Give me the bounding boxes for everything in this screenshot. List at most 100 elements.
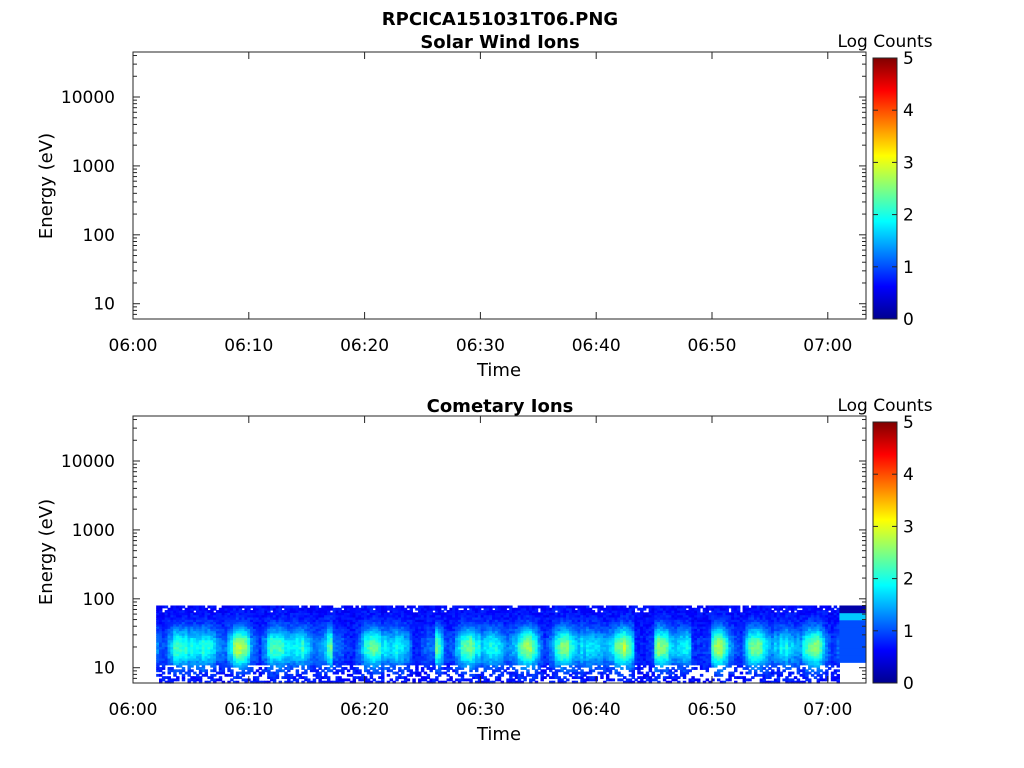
spectrogram-cell: [159, 667, 163, 670]
spectrogram-cell: [233, 612, 237, 616]
spectrogram-cell: [267, 655, 271, 659]
spectrogram-cell: [201, 657, 206, 661]
spectrogram-cell: [318, 619, 322, 623]
spectrogram-cell: [355, 628, 359, 632]
spectrogram-cell: [289, 653, 294, 657]
spectrogram-cell: [284, 623, 288, 627]
spectrogram-cell: [517, 610, 522, 613]
spectrogram-cell: [446, 639, 450, 643]
spectrogram-cell: [506, 616, 510, 620]
spectrogram-cell: [457, 673, 462, 677]
spectrogram-cell: [190, 612, 194, 616]
spectrogram-cell: [503, 630, 507, 634]
spectrogram-cell: [409, 662, 413, 666]
spectrogram-cell: [358, 635, 362, 639]
spectrogram-cell: [324, 676, 328, 680]
spectrogram-cell: [335, 651, 339, 654]
spectrogram-cell: [540, 614, 544, 618]
spectrogram-cell: [497, 614, 502, 618]
spectrogram-cell: [398, 632, 402, 636]
spectrogram-cell: [383, 655, 388, 659]
spectrogram-cell: [483, 651, 487, 654]
spectrogram-cell: [178, 630, 183, 634]
spectrogram-cell: [247, 623, 251, 627]
spectrogram-cell: [583, 641, 587, 645]
spectrogram-cell: [469, 660, 473, 664]
spectrogram-cell: [170, 646, 174, 650]
spectrogram-cell: [543, 623, 547, 627]
spectrogram-cell: [486, 639, 490, 643]
spectrogram-cell: [358, 646, 362, 650]
spectrogram-cell: [463, 605, 468, 609]
spectrogram-cell: [395, 632, 399, 636]
spectrogram-cell: [287, 628, 291, 632]
spectrogram-cell: [184, 610, 189, 613]
spectrogram-cell: [466, 626, 470, 629]
spectrogram-cell: [500, 680, 505, 684]
spectrogram-cell: [549, 632, 553, 636]
spectrogram-cell: [554, 673, 559, 677]
spectrogram-cell: [523, 678, 527, 682]
spectrogram-cell: [480, 653, 485, 657]
spectrogram-cell: [472, 607, 476, 611]
spectrogram-cell: [406, 678, 411, 682]
spectrogram-cell: [537, 662, 542, 666]
spectrogram-cell: [546, 623, 550, 627]
spectrogram-cell: [412, 605, 416, 609]
spectrogram-cell: [426, 619, 431, 623]
spectrogram-cell: [466, 612, 470, 616]
spectrogram-cell: [571, 612, 576, 616]
spectrogram-cell: [238, 619, 243, 623]
spectrogram-cell: [375, 655, 379, 659]
spectrogram-cell: [341, 610, 345, 613]
spectrogram-cell: [352, 653, 357, 657]
spectrogram-cell: [161, 646, 166, 650]
spectrogram-cell: [190, 678, 194, 682]
spectrogram-cell: [435, 628, 439, 632]
spectrogram-cell: [554, 669, 559, 673]
spectrogram-cell: [457, 623, 462, 627]
spectrogram-cell: [341, 644, 345, 648]
spectrogram-cell: [321, 632, 325, 636]
spectrogram-cell: [608, 678, 613, 682]
spectrogram-cell: [298, 621, 302, 625]
spectrogram-cell: [329, 614, 334, 618]
spectrogram-cell: [193, 676, 197, 680]
spectrogram-cell: [349, 662, 354, 666]
spectrogram-cell: [190, 630, 194, 634]
spectrogram-cell: [187, 644, 191, 648]
spectrogram-cell: [181, 637, 186, 641]
spectrogram-cell: [164, 626, 169, 629]
spectrogram-cell: [361, 651, 365, 654]
spectrogram-cell: [281, 660, 285, 664]
spectrogram-cell: [452, 655, 456, 659]
spectrogram-cell: [529, 660, 533, 664]
spectrogram-cell: [287, 644, 291, 648]
spectrogram-cell: [267, 637, 271, 641]
spectrogram-cell: [221, 660, 226, 664]
spectrogram-cell: [275, 626, 280, 629]
spectrogram-cell: [210, 644, 214, 648]
spectrogram-cell: [608, 669, 613, 673]
spectrogram-cell: [250, 632, 254, 636]
spectrogram-cell: [460, 671, 465, 675]
spectrogram-cell: [247, 667, 251, 670]
spectrogram-cell: [386, 612, 391, 616]
spectrogram-cell: [375, 664, 379, 668]
spectrogram-cell: [395, 637, 399, 641]
spectrogram-cell: [344, 648, 348, 652]
spectrogram-cell: [381, 655, 385, 659]
spectrogram-cell: [603, 632, 607, 636]
spectrogram-cell: [503, 648, 507, 652]
spectrogram-cell: [252, 657, 257, 661]
spectrogram-cell: [474, 660, 479, 664]
spectrogram-cell: [406, 632, 411, 636]
spectrogram-cell: [406, 610, 411, 613]
spectrogram-cell: [443, 614, 448, 618]
spectrogram-cell: [346, 616, 351, 620]
spectrogram-cell: [292, 621, 297, 625]
spectrogram-cell: [235, 680, 240, 684]
spectrogram-cell: [193, 612, 197, 616]
spectrogram-cell: [435, 678, 439, 682]
spectrogram-cell: [372, 664, 376, 668]
